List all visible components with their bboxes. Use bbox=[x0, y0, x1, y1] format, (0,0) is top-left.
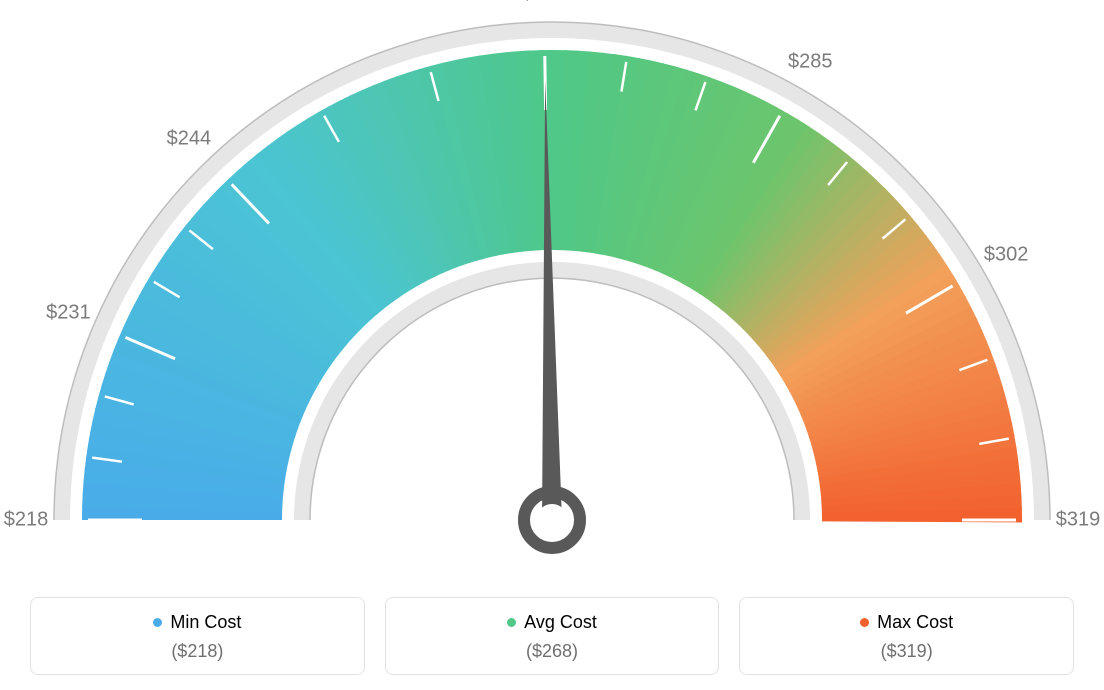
legend-value: ($218) bbox=[31, 641, 364, 662]
legend-card-avg: Avg Cost ($268) bbox=[385, 597, 720, 675]
legend-row: Min Cost ($218) Avg Cost ($268) Max Cost… bbox=[30, 597, 1074, 675]
legend-title-avg: Avg Cost bbox=[507, 612, 597, 633]
gauge-tick-label: $268 bbox=[522, 0, 567, 6]
legend-value: ($268) bbox=[386, 641, 719, 662]
gauge-tick-label: $218 bbox=[4, 509, 49, 532]
legend-title-min: Min Cost bbox=[153, 612, 241, 633]
gauge-svg bbox=[0, 0, 1104, 560]
dot-icon bbox=[507, 618, 516, 627]
legend-label: Avg Cost bbox=[524, 612, 597, 633]
gauge-tick-label: $231 bbox=[46, 302, 91, 325]
gauge-tick-label: $319 bbox=[1056, 509, 1101, 532]
legend-title-max: Max Cost bbox=[860, 612, 953, 633]
gauge-area: $218 $231 $244 $268 $285 $302 $319 bbox=[0, 0, 1104, 560]
legend-label: Max Cost bbox=[877, 612, 953, 633]
dot-icon bbox=[153, 618, 162, 627]
dot-icon bbox=[860, 618, 869, 627]
legend-label: Min Cost bbox=[170, 612, 241, 633]
legend-card-max: Max Cost ($319) bbox=[739, 597, 1074, 675]
gauge-tick-label: $285 bbox=[788, 50, 833, 73]
cost-gauge-widget: $218 $231 $244 $268 $285 $302 $319 Min Cost ($… bbox=[0, 0, 1104, 690]
legend-value: ($319) bbox=[740, 641, 1073, 662]
legend-card-min: Min Cost ($218) bbox=[30, 597, 365, 675]
gauge-tick-label: $302 bbox=[984, 243, 1029, 266]
gauge-tick-label: $244 bbox=[167, 128, 212, 151]
